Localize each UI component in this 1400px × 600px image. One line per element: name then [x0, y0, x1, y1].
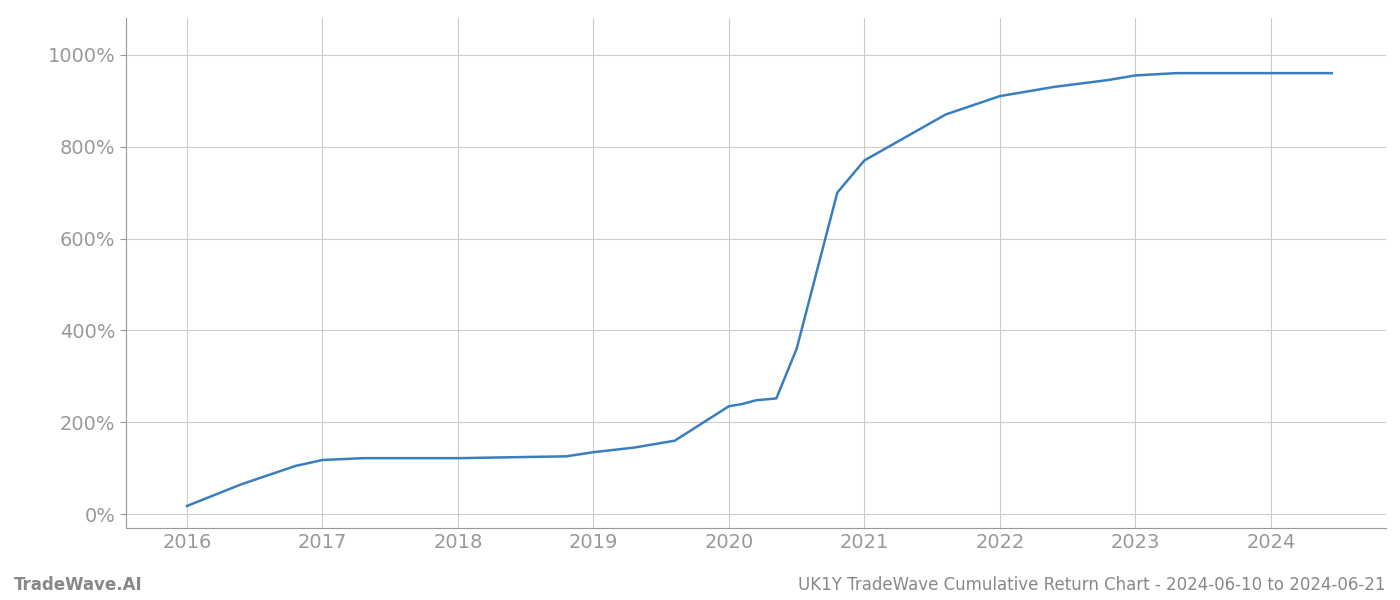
Text: TradeWave.AI: TradeWave.AI [14, 576, 143, 594]
Text: UK1Y TradeWave Cumulative Return Chart - 2024-06-10 to 2024-06-21: UK1Y TradeWave Cumulative Return Chart -… [798, 576, 1386, 594]
